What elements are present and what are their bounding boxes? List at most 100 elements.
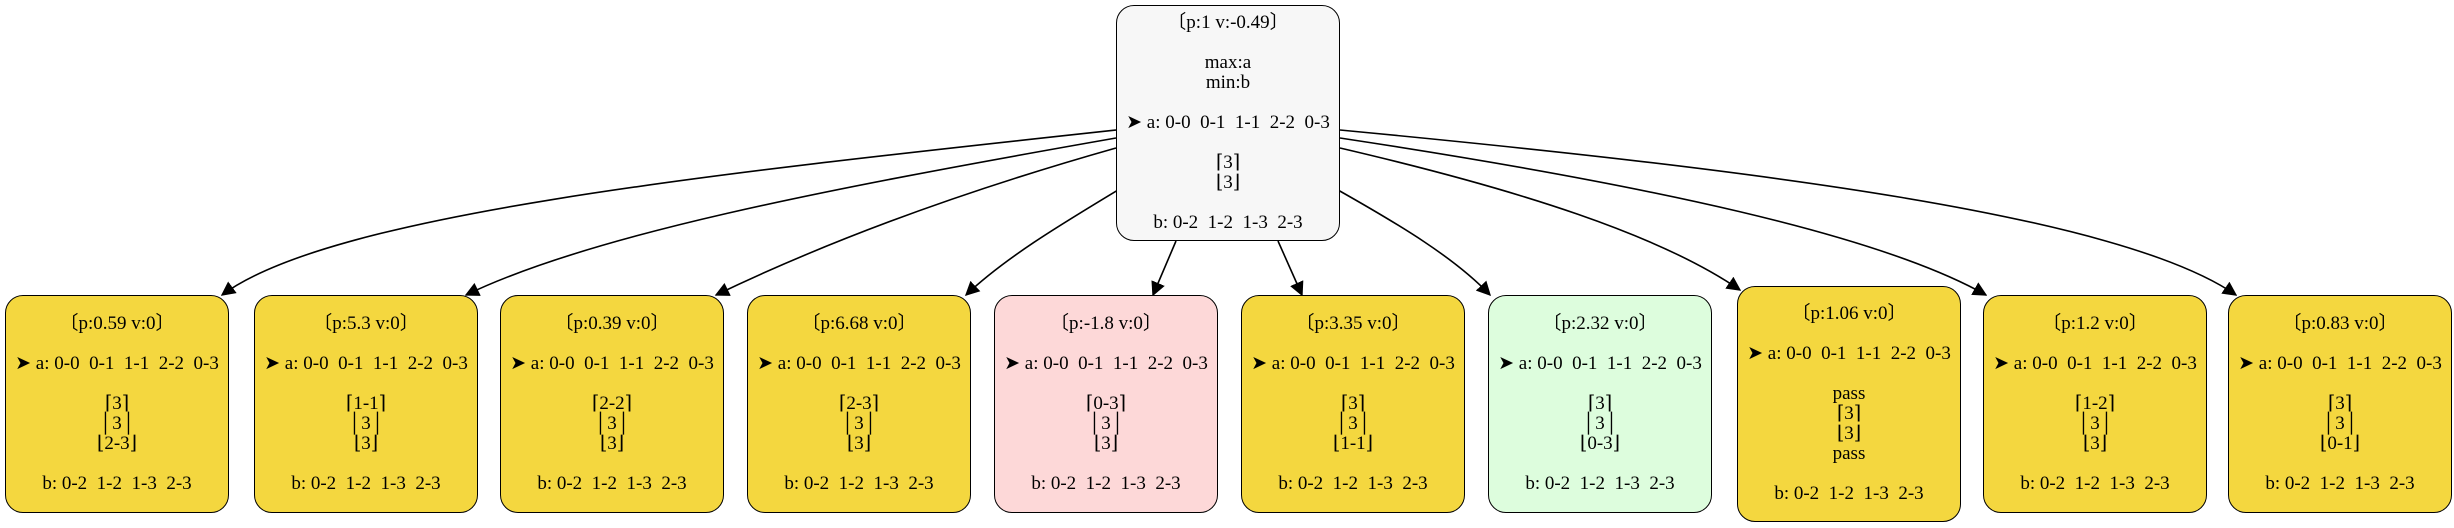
- child-node-4[interactable]: 〔p:6.68 v:0〕 ➤ a: 0-0 0-1 1-1 2-2 0-3 ⌈2…: [747, 295, 971, 513]
- pass-label: pass: [1832, 383, 1866, 404]
- node-header: 〔p:2.32 v:0〕: [1542, 313, 1658, 334]
- stack-tile: ⌊0-3⌋: [1579, 433, 1621, 454]
- node-header: 〔p:3.35 v:0〕: [1295, 313, 1411, 334]
- stack-tile: ⌈2-3⌉: [838, 393, 880, 414]
- board-stack: ⌈2-3⌉ │3│ ⌊3⌋: [839, 394, 879, 454]
- board-stack: ⌈3⌉ │3│ ⌊0-3⌋: [1580, 394, 1620, 454]
- board-stack: pass ⌈3⌉ ⌊3⌋ pass: [1833, 384, 1866, 464]
- stack-tile: ⌊3⌋: [1836, 423, 1862, 444]
- stack-tile: │3│: [1334, 413, 1372, 434]
- player-b-hand: b: 0-2 1-2 1-3 2-3: [2265, 473, 2415, 494]
- child-node-6[interactable]: 〔p:3.35 v:0〕 ➤ a: 0-0 0-1 1-1 2-2 0-3 ⌈3…: [1241, 295, 1465, 513]
- player-a-hand: ➤ a: 0-0 0-1 1-1 2-2 0-3: [264, 353, 468, 374]
- stack-tile: ⌈3⌉: [1215, 152, 1241, 173]
- stack-tile: │3│: [840, 413, 878, 434]
- node-header: 〔p:0.59 v:0〕: [59, 313, 175, 334]
- stack-tile: │3│: [2076, 413, 2114, 434]
- stack-tile: ⌊3⌋: [353, 433, 379, 454]
- edge-to-child-8: [1339, 147, 1742, 291]
- edge-to-child-4: [964, 189, 1119, 296]
- stack-tile: ⌊3⌋: [1093, 433, 1119, 454]
- child-node-5[interactable]: 〔p:-1.8 v:0〕 ➤ a: 0-0 0-1 1-1 2-2 0-3 ⌈0…: [994, 295, 1218, 513]
- child-node-1[interactable]: 〔p:0.59 v:0〕 ➤ a: 0-0 0-1 1-1 2-2 0-3 ⌈3…: [5, 295, 229, 513]
- child-node-10[interactable]: 〔p:0.83 v:0〕 ➤ a: 0-0 0-1 1-1 2-2 0-3 ⌈3…: [2228, 295, 2452, 513]
- stack-tile: ⌈1-1⌉: [345, 393, 387, 414]
- stack-tile: │3│: [347, 413, 385, 434]
- edge-to-child-3: [714, 147, 1117, 296]
- player-a-hand: ➤ a: 0-0 0-1 1-1 2-2 0-3: [1126, 112, 1330, 133]
- stack-tile: ⌊3⌋: [2082, 433, 2108, 454]
- node-header: 〔p:1.2 v:0〕: [2042, 313, 2148, 334]
- node-header: 〔p:1 v:-0.49〕: [1167, 12, 1289, 33]
- stack-tile: ⌊0-1⌋: [2319, 433, 2361, 454]
- stack-tile: ⌊3⌋: [599, 433, 625, 454]
- stack-tile: │3│: [98, 413, 136, 434]
- board-stack: ⌈0-3⌉ │3│ ⌊3⌋: [1086, 394, 1126, 454]
- child-node-7[interactable]: 〔p:2.32 v:0〕 ➤ a: 0-0 0-1 1-1 2-2 0-3 ⌈3…: [1488, 295, 1712, 513]
- node-header: 〔p:0.83 v:0〕: [2282, 313, 2398, 334]
- player-b-hand: b: 0-2 1-2 1-3 2-3: [291, 473, 441, 494]
- node-header: 〔p:1.06 v:0〕: [1791, 303, 1907, 324]
- board-stack: ⌈3⌉ │3│ ⌊0-1⌋: [2320, 394, 2360, 454]
- child-node-2[interactable]: 〔p:5.3 v:0〕 ➤ a: 0-0 0-1 1-1 2-2 0-3 ⌈1-…: [254, 295, 478, 513]
- pass-label: pass: [1832, 443, 1866, 464]
- player-a-hand: ➤ a: 0-0 0-1 1-1 2-2 0-3: [1251, 353, 1455, 374]
- root-node[interactable]: 〔p:1 v:-0.49〕 max:a min:b ➤ a: 0-0 0-1 1…: [1116, 5, 1340, 241]
- player-a-hand: ➤ a: 0-0 0-1 1-1 2-2 0-3: [510, 353, 714, 374]
- player-a-hand: ➤ a: 0-0 0-1 1-1 2-2 0-3: [1004, 353, 1208, 374]
- child-node-9[interactable]: 〔p:1.2 v:0〕 ➤ a: 0-0 0-1 1-1 2-2 0-3 ⌈1-…: [1983, 295, 2207, 513]
- player-b-hand: b: 0-2 1-2 1-3 2-3: [2020, 473, 2170, 494]
- edge-to-child-10: [1339, 129, 2238, 296]
- stack-tile: ⌈0-3⌉: [1085, 393, 1127, 414]
- stack-tile: ⌈3⌉: [1587, 393, 1613, 414]
- player-b-hand: b: 0-2 1-2 1-3 2-3: [537, 473, 687, 494]
- player-b-hand: b: 0-2 1-2 1-3 2-3: [1278, 473, 1428, 494]
- edge-to-child-9: [1339, 137, 1988, 296]
- player-a-hand: ➤ a: 0-0 0-1 1-1 2-2 0-3: [1498, 353, 1702, 374]
- stack-tile: ⌊3⌋: [846, 433, 872, 454]
- child-node-8[interactable]: 〔p:1.06 v:0〕 ➤ a: 0-0 0-1 1-1 2-2 0-3 pa…: [1737, 286, 1961, 522]
- node-header: 〔p:5.3 v:0〕: [313, 313, 419, 334]
- player-a-hand: ➤ a: 0-0 0-1 1-1 2-2 0-3: [2238, 353, 2442, 374]
- edge-to-child-1: [220, 129, 1117, 296]
- board-stack: ⌈3⌉ │3│ ⌊1-1⌋: [1333, 394, 1373, 454]
- player-a-hand: ➤ a: 0-0 0-1 1-1 2-2 0-3: [1993, 353, 2197, 374]
- node-header: 〔p:0.39 v:0〕: [554, 313, 670, 334]
- node-header: 〔p:-1.8 v:0〕: [1050, 313, 1162, 334]
- stack-tile: │3│: [2321, 413, 2359, 434]
- min-label: min:b: [1205, 72, 1251, 93]
- player-b-hand: b: 0-2 1-2 1-3 2-3: [42, 473, 192, 494]
- child-node-3[interactable]: 〔p:0.39 v:0〕 ➤ a: 0-0 0-1 1-1 2-2 0-3 ⌈2…: [500, 295, 724, 513]
- stack-tile: ⌈3⌉: [2327, 393, 2353, 414]
- stack-tile: │3│: [1087, 413, 1125, 434]
- stack-tile: │3│: [1581, 413, 1619, 434]
- stack-tile: │3│: [593, 413, 631, 434]
- stack-tile: ⌈3⌉: [1340, 393, 1366, 414]
- board-stack: ⌈3⌉ ⌊3⌋: [1216, 153, 1240, 193]
- edge-to-child-2: [464, 137, 1117, 296]
- stack-tile: ⌊1-1⌋: [1332, 433, 1374, 454]
- player-a-hand: ➤ a: 0-0 0-1 1-1 2-2 0-3: [15, 353, 219, 374]
- board-stack: ⌈3⌉ │3│ ⌊2-3⌋: [97, 394, 137, 454]
- edge-to-child-7: [1337, 189, 1491, 297]
- player-b-hand: b: 0-2 1-2 1-3 2-3: [1525, 473, 1675, 494]
- stack-tile: ⌈2-2⌉: [591, 393, 633, 414]
- player-a-hand: ➤ a: 0-0 0-1 1-1 2-2 0-3: [1747, 343, 1951, 364]
- player-b-hand: b: 0-2 1-2 1-3 2-3: [784, 473, 934, 494]
- stack-tile: ⌈1-2⌉: [2074, 393, 2116, 414]
- max-label: max:a: [1204, 52, 1252, 73]
- stack-tile: ⌊3⌋: [1215, 172, 1241, 193]
- edge-to-child-6: [1277, 240, 1304, 297]
- stack-tile: ⌈3⌉: [104, 393, 130, 414]
- board-stack: ⌈1-2⌉ │3│ ⌊3⌋: [2075, 394, 2115, 454]
- stack-tile: ⌊2-3⌋: [96, 433, 138, 454]
- board-stack: ⌈1-1⌉ │3│ ⌊3⌋: [346, 394, 386, 454]
- board-stack: ⌈2-2⌉ │3│ ⌊3⌋: [592, 394, 632, 454]
- player-b-hand: b: 0-2 1-2 1-3 2-3: [1031, 473, 1181, 494]
- player-a-hand: ➤ a: 0-0 0-1 1-1 2-2 0-3: [757, 353, 961, 374]
- edge-to-child-5: [1151, 240, 1177, 297]
- player-b-hand: b: 0-2 1-2 1-3 2-3: [1153, 212, 1303, 233]
- stack-tile: ⌈3⌉: [1836, 403, 1862, 424]
- node-header: 〔p:6.68 v:0〕: [801, 313, 917, 334]
